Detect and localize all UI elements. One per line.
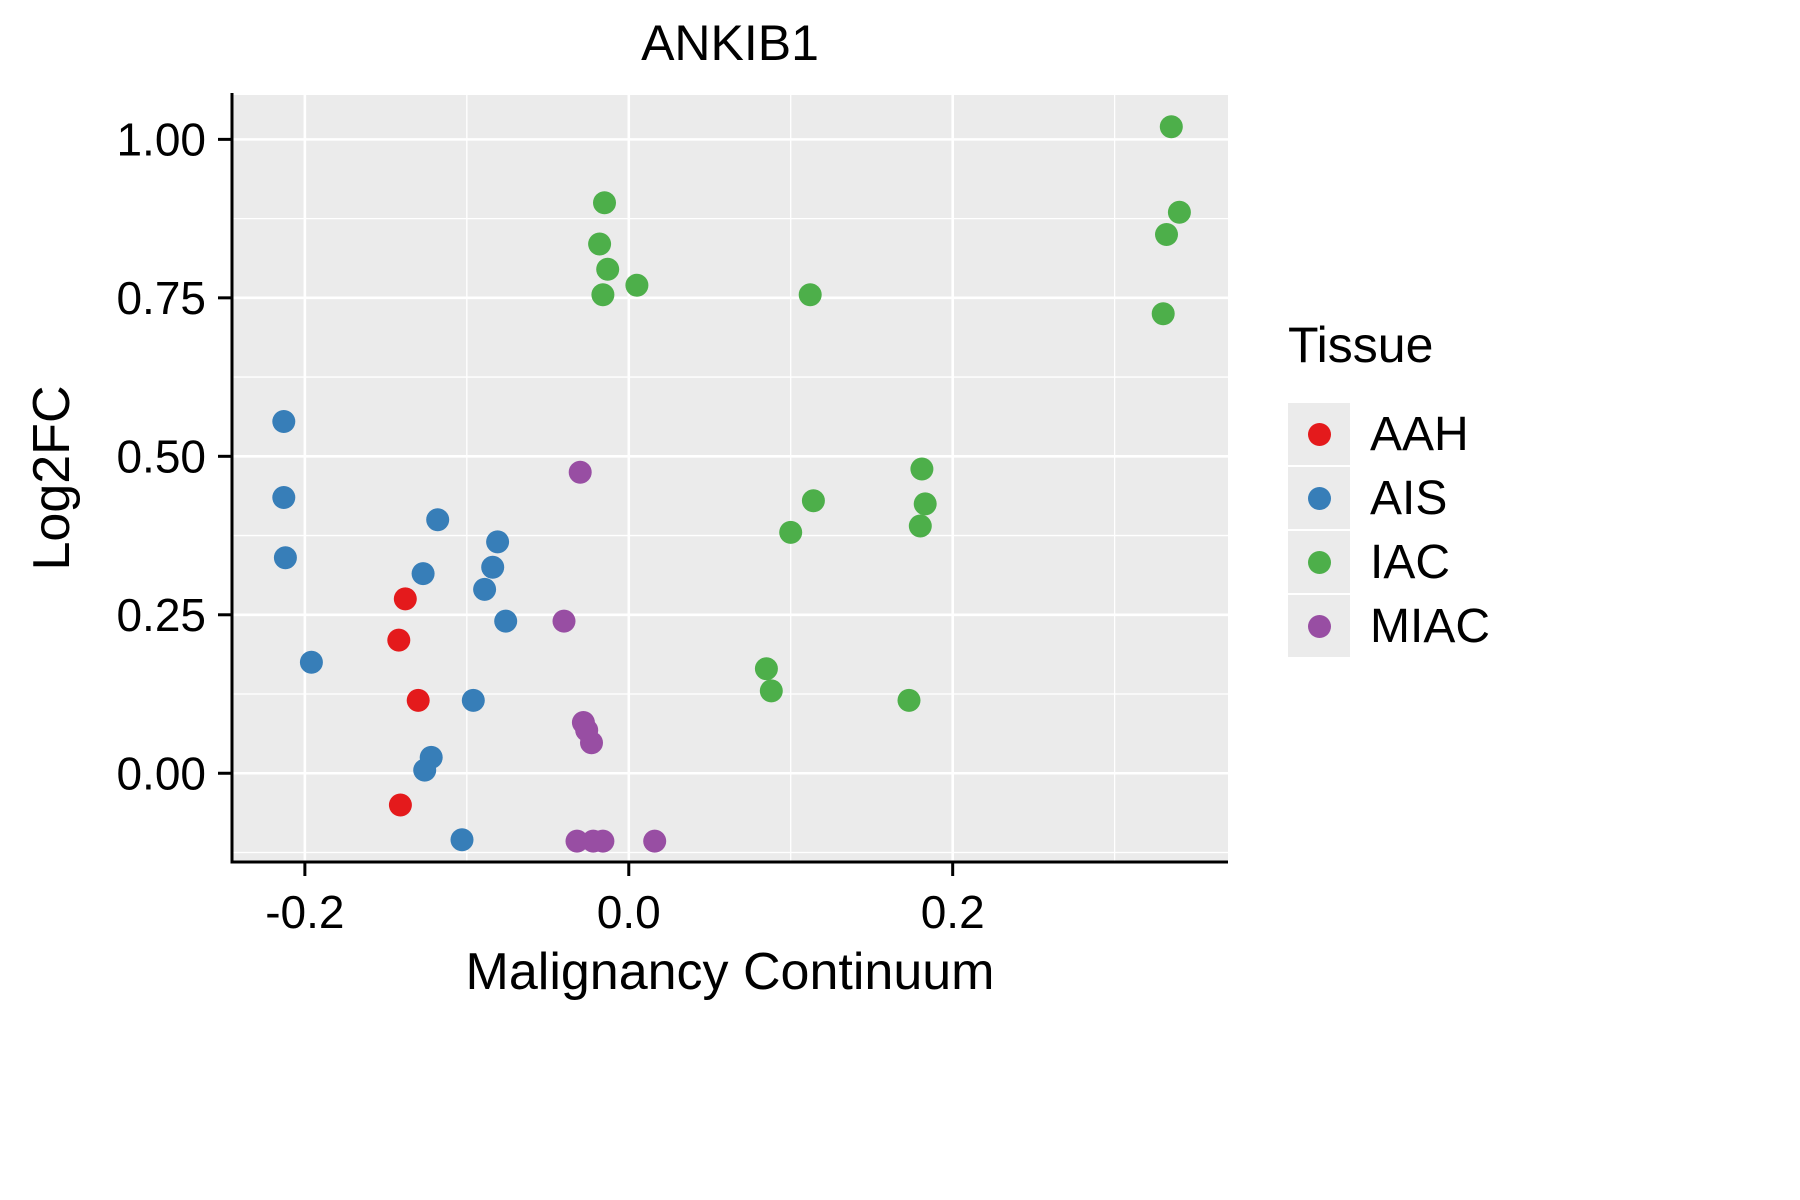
- legend-swatch-iac-icon: [1307, 550, 1331, 574]
- data-point-iac: [591, 283, 615, 307]
- legend-item-miac: MIAC: [1288, 594, 1490, 658]
- legend-item-iac: IAC: [1288, 530, 1490, 594]
- data-point-ais: [299, 650, 323, 674]
- legend-entries: AAH AIS IAC MIAC: [1288, 402, 1490, 658]
- data-point-ais: [494, 609, 518, 633]
- data-point-iac: [754, 657, 778, 681]
- legend-swatch-aah-icon: [1307, 422, 1331, 446]
- data-point-ais: [273, 546, 297, 570]
- data-point-miac: [580, 731, 603, 755]
- data-point-ais: [272, 410, 296, 433]
- data-point-ais: [481, 555, 505, 579]
- y-axis-label: Log2FC: [23, 385, 81, 571]
- legend-item-ais: AIS: [1288, 466, 1490, 530]
- data-point-iac: [1155, 223, 1178, 246]
- legend-label: IAC: [1370, 535, 1451, 589]
- data-point-ais: [486, 530, 510, 554]
- data-point-iac: [779, 520, 803, 544]
- data-point-iac: [593, 191, 616, 215]
- data-point-ais: [272, 486, 296, 509]
- data-point-iac: [801, 489, 825, 513]
- legend-item-aah: AAH: [1288, 402, 1490, 466]
- data-point-miac: [568, 460, 592, 484]
- data-point-iac: [908, 514, 932, 538]
- legend-swatch-miac-icon: [1307, 614, 1331, 638]
- data-point-miac: [643, 829, 667, 853]
- data-point-ais: [411, 562, 435, 586]
- data-point-aah: [388, 793, 412, 817]
- data-point-iac: [596, 257, 620, 281]
- data-point-aah: [387, 628, 411, 652]
- legend-key: [1288, 595, 1350, 657]
- y-tick-label: 0.00: [116, 747, 206, 799]
- data-point-aah: [393, 587, 417, 611]
- data-point-aah: [406, 688, 430, 712]
- legend-key: [1288, 403, 1350, 465]
- legend: Tissue AAH AIS IAC MIAC: [1288, 316, 1490, 658]
- data-point-ais: [413, 758, 437, 782]
- chart-title: ANKIB1: [641, 15, 819, 71]
- data-point-miac: [565, 829, 589, 853]
- legend-key: [1288, 467, 1350, 529]
- data-point-ais: [473, 577, 497, 601]
- legend-swatch-ais-icon: [1307, 486, 1331, 510]
- data-point-iac: [897, 688, 921, 712]
- data-point-iac: [588, 232, 612, 256]
- legend-label: MIAC: [1370, 599, 1490, 653]
- data-point-ais: [450, 828, 474, 852]
- y-tick-label: 1.00: [116, 113, 206, 165]
- data-point-ais: [461, 688, 485, 712]
- x-axis-label: Malignancy Continuum: [465, 943, 995, 1001]
- data-point-iac: [759, 679, 783, 703]
- data-point-iac: [625, 273, 649, 297]
- y-tick-label: 0.25: [116, 589, 206, 641]
- y-tick-label: 0.75: [116, 272, 206, 324]
- legend-key: [1288, 531, 1350, 593]
- data-point-ais: [426, 508, 450, 532]
- x-tick-label: 0.2: [921, 886, 985, 938]
- x-tick-label: 0.0: [597, 886, 661, 938]
- data-point-iac: [1151, 302, 1175, 326]
- data-point-iac: [913, 492, 937, 516]
- legend-label: AAH: [1370, 407, 1469, 461]
- data-point-iac: [1167, 200, 1191, 224]
- data-point-miac: [552, 609, 576, 633]
- data-point-iac: [1159, 115, 1183, 139]
- y-tick-label: 0.50: [116, 430, 206, 482]
- data-point-iac: [910, 457, 934, 481]
- data-point-iac: [798, 283, 822, 307]
- plot-panel: [232, 95, 1228, 862]
- legend-label: AIS: [1370, 471, 1448, 525]
- x-tick-label: -0.2: [265, 886, 344, 938]
- data-point-miac: [591, 829, 615, 853]
- legend-title: Tissue: [1288, 317, 1434, 373]
